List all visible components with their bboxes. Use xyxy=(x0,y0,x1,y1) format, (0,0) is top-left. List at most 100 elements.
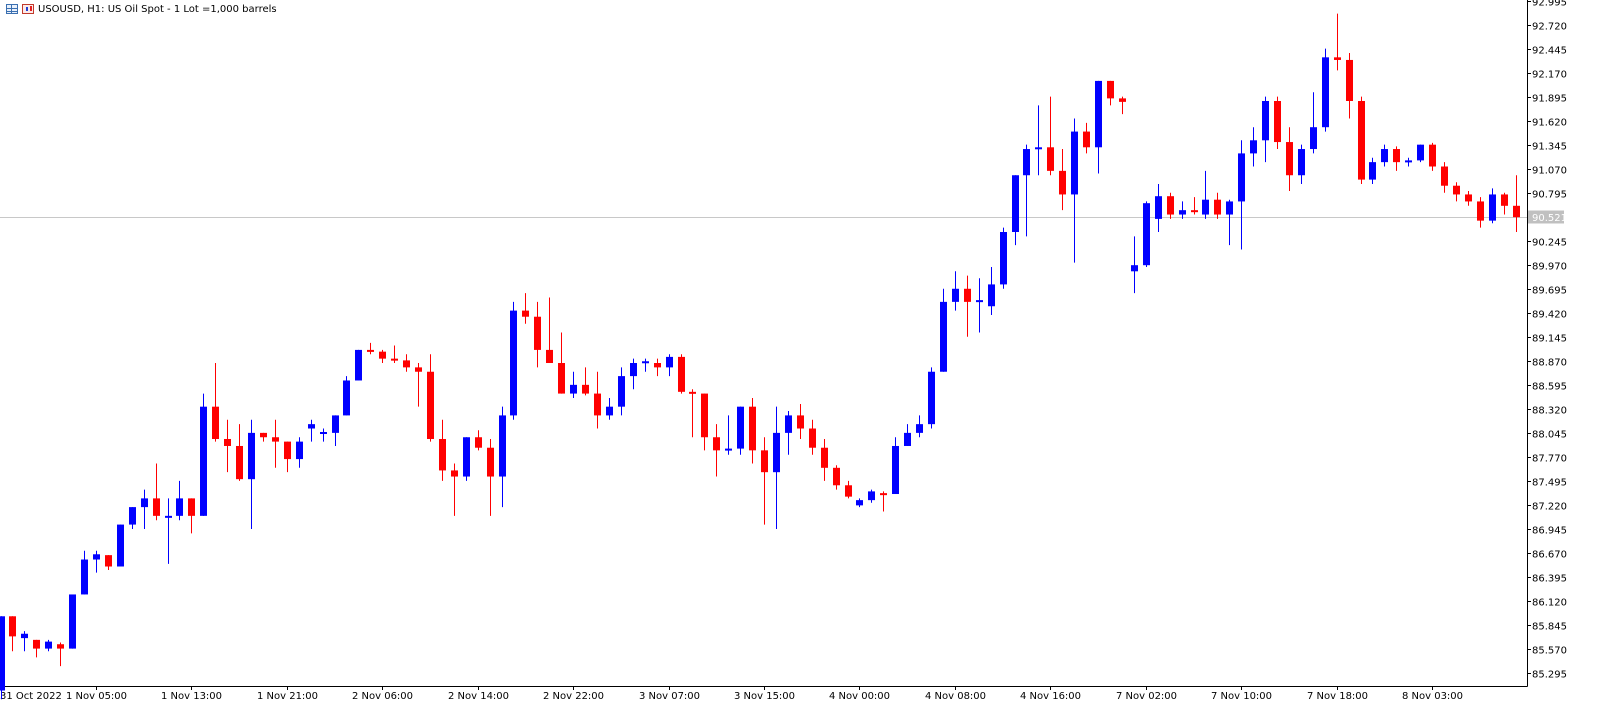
price-tick-label: 91.345 xyxy=(1532,142,1567,153)
bull-candle-body xyxy=(1131,265,1138,272)
bear-candle-body xyxy=(797,415,804,429)
bear-candle-body xyxy=(475,437,482,448)
bull-candle-body xyxy=(618,376,625,407)
bull-candle-body xyxy=(928,371,935,425)
chart-header: USOUSD, H1: US Oil Spot - 1 Lot =1,000 b… xyxy=(6,2,277,16)
price-tick-label: 88.045 xyxy=(1532,430,1567,441)
bear-candle-body xyxy=(1477,201,1484,221)
bull-candle-body xyxy=(141,498,148,508)
price-tick-label: 89.145 xyxy=(1532,334,1567,345)
bear-candle-body xyxy=(260,432,267,438)
bull-candle-body xyxy=(785,415,792,433)
bear-candle-body xyxy=(1393,149,1400,163)
bull-candle-body xyxy=(666,356,673,368)
bull-candle-body xyxy=(976,300,983,303)
bull-candle-body xyxy=(1202,199,1209,215)
bull-candle-body xyxy=(45,641,52,649)
price-tick-label: 90.245 xyxy=(1532,238,1567,249)
bear-candle-body xyxy=(713,437,720,451)
bull-candle-body xyxy=(93,554,100,560)
bear-candle-body xyxy=(1286,142,1293,176)
bear-candle-body xyxy=(534,316,541,350)
price-tick-label: 85.295 xyxy=(1532,670,1567,681)
bear-candle-body xyxy=(1191,210,1198,213)
bull-candle-body xyxy=(1000,232,1007,285)
bull-candle-body xyxy=(332,415,339,433)
price-tick-label: 92.445 xyxy=(1532,46,1567,57)
bull-candle-body xyxy=(1369,162,1376,180)
time-tick-label: 1 Nov 13:00 xyxy=(161,691,222,702)
time-tick-label: 7 Nov 10:00 xyxy=(1211,691,1272,702)
bear-candle-body xyxy=(188,498,195,516)
bear-candle-body xyxy=(1214,199,1221,215)
time-tick-label: 3 Nov 07:00 xyxy=(639,691,700,702)
bear-candle-body xyxy=(212,406,219,439)
price-tick-label: 86.670 xyxy=(1532,550,1567,561)
bear-candle-body xyxy=(678,356,685,392)
bear-candle-body xyxy=(546,349,553,364)
bear-candle-body xyxy=(403,360,410,368)
bull-candle-body xyxy=(1298,149,1305,176)
bear-candle-body xyxy=(1453,185,1460,195)
price-tick-label: 89.695 xyxy=(1532,286,1567,297)
bear-candle-body xyxy=(391,358,398,361)
bull-candle-body xyxy=(904,432,911,446)
price-tick-label: 91.070 xyxy=(1532,166,1567,177)
bull-candle-body xyxy=(1262,101,1269,141)
price-tick-label: 92.995 xyxy=(1532,0,1567,9)
bull-candle-body xyxy=(642,361,649,364)
bear-candle-body xyxy=(451,470,458,477)
bear-candle-body xyxy=(1119,98,1126,102)
time-tick-label: 7 Nov 02:00 xyxy=(1116,691,1177,702)
bull-candle-body xyxy=(952,288,959,302)
time-tick-label: 31 Oct 2022 xyxy=(0,691,62,702)
bull-candle-body xyxy=(320,432,327,435)
time-tick-label: 4 Nov 08:00 xyxy=(925,691,986,702)
price-tick-label: 86.945 xyxy=(1532,526,1567,537)
bear-candle-body xyxy=(9,616,16,637)
bear-candle-body xyxy=(427,371,434,439)
bear-candle-body xyxy=(964,288,971,302)
bear-candle-body xyxy=(701,393,708,438)
price-tick-label: 87.495 xyxy=(1532,478,1567,489)
bull-candle-body xyxy=(343,380,350,416)
time-tick-label: 3 Nov 15:00 xyxy=(734,691,795,702)
bull-candle-body xyxy=(1035,147,1042,150)
price-tick-label: 85.570 xyxy=(1532,646,1567,657)
bull-candle-body xyxy=(1405,160,1412,163)
bear-candle-body xyxy=(1059,170,1066,195)
bull-candle-body xyxy=(129,507,136,525)
bull-candle-body xyxy=(165,515,172,518)
time-tick-label: 4 Nov 16:00 xyxy=(1020,691,1081,702)
time-tick-label: 2 Nov 22:00 xyxy=(543,691,604,702)
price-tick-label: 87.220 xyxy=(1532,502,1567,513)
bear-candle-body xyxy=(1047,147,1054,171)
bear-candle-body xyxy=(1513,205,1520,218)
bull-candle-body xyxy=(1250,140,1257,154)
bull-candle-body xyxy=(868,491,875,501)
bull-candle-body xyxy=(856,500,863,506)
bear-candle-body xyxy=(522,310,529,317)
candlestick-icon[interactable] xyxy=(22,4,34,14)
time-tick-label: 1 Nov 21:00 xyxy=(257,691,318,702)
price-tick-label: 89.970 xyxy=(1532,262,1567,273)
bull-candle-body xyxy=(916,424,923,433)
price-tick-label: 90.795 xyxy=(1532,190,1567,201)
bear-candle-body xyxy=(1167,196,1174,215)
bull-candle-body xyxy=(737,406,744,449)
grid-icon[interactable] xyxy=(6,4,18,14)
bull-candle-body xyxy=(1226,201,1233,215)
bull-candle-body xyxy=(499,415,506,477)
bull-candle-body xyxy=(308,424,315,429)
bear-candle-body xyxy=(1274,101,1281,143)
bull-candle-body xyxy=(773,432,780,473)
bull-candle-body xyxy=(21,633,28,639)
bull-candle-body xyxy=(81,559,88,595)
bear-candle-body xyxy=(880,493,887,496)
bull-candle-body xyxy=(1322,57,1329,128)
bull-candle-body xyxy=(1023,149,1030,176)
bear-candle-body xyxy=(689,391,696,394)
current-price-box xyxy=(1528,210,1564,224)
bear-candle-body xyxy=(1465,194,1472,202)
